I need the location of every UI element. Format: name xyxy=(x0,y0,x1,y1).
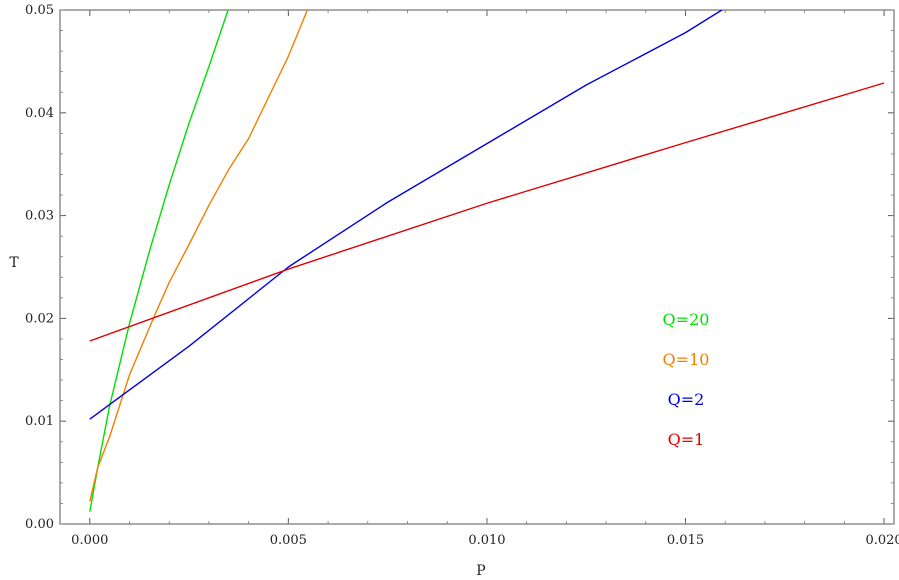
x-tick-label: 0.005 xyxy=(270,533,307,548)
y-tick-label: 0.01 xyxy=(25,414,54,429)
legend-entry: Q=1 xyxy=(668,430,705,449)
series-group xyxy=(89,10,885,512)
x-axis-ticks: 0.000 0.005 0.010 0.015 0.020 xyxy=(71,10,899,548)
y-tick-label: 0.03 xyxy=(25,209,54,224)
legend-entry: Q=2 xyxy=(668,390,705,409)
y-tick-label: 0.00 xyxy=(25,517,54,532)
series-line-q-20 xyxy=(89,10,229,512)
legend-entry: Q=20 xyxy=(663,310,710,329)
y-tick-label: 0.04 xyxy=(25,106,54,121)
legend-entry: Q=10 xyxy=(663,350,710,369)
x-tick-label: 0.000 xyxy=(71,533,108,548)
y-tick-label: 0.02 xyxy=(25,311,54,326)
series-line-q-10 xyxy=(89,10,309,502)
y-tick-label: 0.05 xyxy=(25,3,54,18)
legend: Q=20 Q=10 Q=2 Q=1 xyxy=(663,310,710,449)
plot-frame xyxy=(59,9,895,525)
y-axis-ticks: 0.00 0.01 0.02 0.03 0.04 0.05 xyxy=(25,3,894,532)
series-line-q-1 xyxy=(89,82,885,342)
series-line-q-2 xyxy=(89,10,724,420)
x-tick-label: 0.015 xyxy=(667,533,704,548)
x-tick-label: 0.020 xyxy=(865,533,899,548)
x-axis-label: P xyxy=(476,563,485,579)
x-tick-label: 0.010 xyxy=(468,533,505,548)
y-axis-label: T xyxy=(9,255,19,271)
